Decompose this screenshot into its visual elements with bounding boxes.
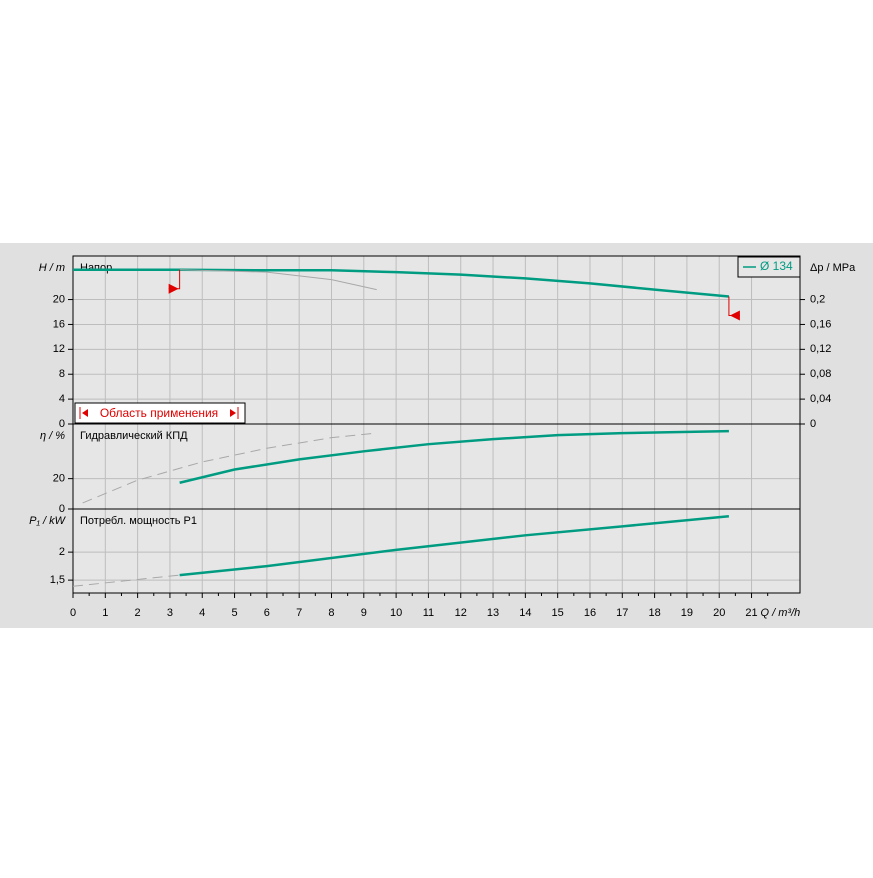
x-tick-label: 1 (102, 607, 108, 619)
y-tick-label: 1,5 (50, 574, 65, 586)
y-tick-label: 4 (59, 393, 65, 405)
legend-box (737, 256, 801, 278)
x-tick-label: 19 (681, 607, 693, 619)
y-tick-label: 2 (59, 546, 65, 558)
range-legend-box (74, 402, 246, 424)
x-tick-label: 18 (648, 607, 660, 619)
y2-tick-label: 0,08 (810, 368, 831, 380)
panel-title: Потребл. мощность P1 (80, 515, 197, 527)
x-tick-label: 4 (199, 607, 205, 619)
data-line (73, 268, 730, 298)
x-tick-label: 21 (745, 607, 757, 619)
data-line (72, 574, 180, 587)
x-tick-label: 20 (713, 607, 725, 619)
plot-area (73, 256, 800, 424)
y-tick-label: 20 (53, 293, 65, 305)
y2-tick-label: 0,2 (810, 293, 825, 305)
x-tick-label: 8 (328, 607, 334, 619)
y2-tick-label: 0,16 (810, 318, 831, 330)
x-axis-label: Q / m³/h (761, 607, 801, 619)
x-tick-label: 17 (616, 607, 628, 619)
y2-tick-label: 0 (810, 418, 816, 430)
data-line (82, 432, 377, 504)
x-tick-label: 16 (584, 607, 596, 619)
panel-title: Напор (80, 262, 112, 274)
plot-area (73, 424, 800, 509)
x-tick-label: 12 (455, 607, 467, 619)
x-tick-label: 3 (167, 607, 173, 619)
data-line (179, 269, 377, 291)
x-tick-label: 10 (390, 607, 402, 619)
y2-tick-label: 0,04 (810, 393, 831, 405)
legend-label: Ø 134 (760, 259, 793, 273)
y-tick-label: 0 (59, 503, 65, 515)
data-line (179, 515, 730, 577)
y-axis-label: P₁ / kW (29, 515, 66, 527)
y-tick-label: 8 (59, 368, 65, 380)
y-axis-label: H / m (39, 262, 65, 274)
x-tick-label: 11 (423, 607, 434, 619)
y2-tick-label: 0,12 (810, 343, 831, 355)
x-tick-label: 7 (296, 607, 302, 619)
x-tick-label: 15 (552, 607, 564, 619)
range-arrow (729, 310, 740, 321)
plot-frame (72, 508, 801, 594)
range-legend-label: Область применения (100, 406, 218, 420)
range-arrow (168, 283, 179, 294)
x-tick-label: 13 (487, 607, 499, 619)
plot-area (73, 509, 800, 593)
y-tick-label: 16 (53, 318, 65, 330)
x-tick-label: 9 (361, 607, 367, 619)
y-tick-label: 20 (53, 473, 65, 485)
y-tick-label: 12 (53, 343, 65, 355)
y2-axis-label: Δp / MPa (810, 262, 856, 274)
range-legend-arrow (82, 409, 88, 417)
data-line (179, 429, 729, 484)
x-tick-label: 2 (135, 607, 141, 619)
panel-title: Гидравлический КПД (80, 430, 188, 442)
y-tick-label: 0 (59, 418, 65, 430)
x-tick-label: 0 (70, 607, 76, 619)
x-tick-label: 6 (264, 607, 270, 619)
range-legend-arrow (230, 409, 236, 417)
x-tick-label: 14 (519, 607, 531, 619)
x-tick-label: 5 (231, 607, 237, 619)
y-axis-label: η / % (40, 430, 65, 442)
